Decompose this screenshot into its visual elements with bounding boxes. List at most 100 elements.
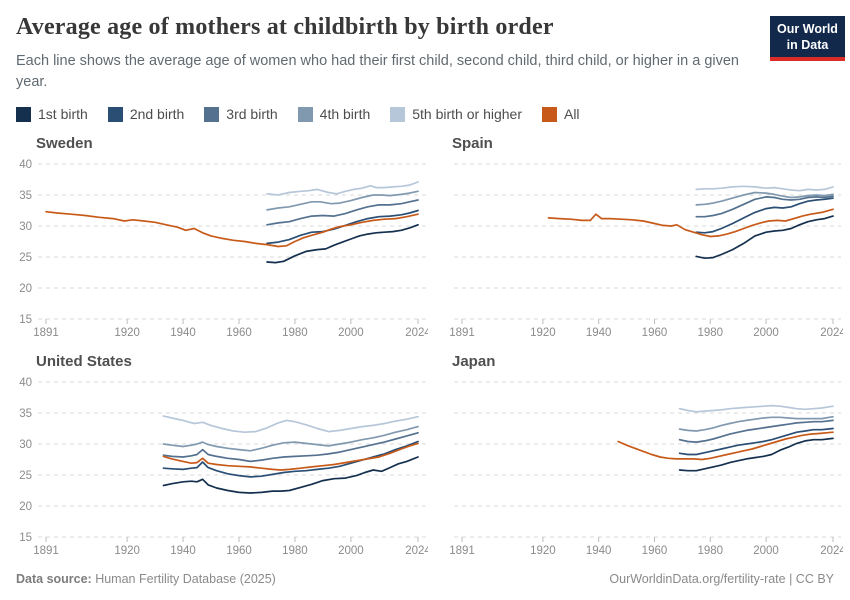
legend-item-3rd-birth[interactable]: 3rd birth bbox=[204, 106, 278, 122]
legend-label: 2nd birth bbox=[129, 106, 185, 123]
line-3rd-birth[interactable] bbox=[678, 419, 834, 444]
x-axis-label: 1920 bbox=[530, 327, 556, 339]
x-axis-label: 2000 bbox=[338, 327, 364, 339]
legend-swatch-all bbox=[541, 106, 557, 122]
y-axis-label: 20 bbox=[19, 501, 32, 513]
legend-label: All bbox=[563, 106, 580, 123]
x-axis-label: 1960 bbox=[642, 327, 668, 339]
line-2nd-birth[interactable] bbox=[678, 427, 834, 456]
footer-license-link[interactable]: OurWorldinData.org/fertility-rate | CC B… bbox=[609, 572, 834, 586]
y-axis-label: 30 bbox=[19, 439, 32, 451]
line-1st-birth[interactable] bbox=[678, 437, 834, 472]
line-all[interactable] bbox=[45, 211, 419, 248]
x-axis-label: 1960 bbox=[226, 545, 252, 557]
x-axis-label: 1940 bbox=[586, 545, 612, 557]
y-axis-label: 30 bbox=[19, 221, 32, 233]
line-4th-birth[interactable] bbox=[266, 190, 419, 211]
chart-united-states: 15 20 25 30 35 40 1891 1920 1940 1960 1980 2000 2024 bbox=[19, 377, 428, 557]
line-5th-birth-or-higher[interactable] bbox=[678, 404, 834, 413]
legend-swatch-4th-birth bbox=[297, 106, 313, 122]
data-source: Data source: Human Fertility Database (2… bbox=[16, 572, 276, 586]
x-axis-label: 2000 bbox=[753, 327, 779, 339]
x-axis-label: 1891 bbox=[33, 545, 59, 557]
y-axis-label: 25 bbox=[19, 252, 32, 264]
legend-swatch-3rd-birth bbox=[204, 106, 220, 122]
line-4th-birth[interactable] bbox=[678, 416, 834, 433]
panel-united-states: United States 15 20 25 30 35 40 1891 1920 1940 19… bbox=[16, 352, 428, 560]
panel-sweden: Sweden 15 20 25 30 35 40 1891 1920 1940 1960 1980 2… bbox=[16, 134, 428, 342]
x-axis-label: 2024 bbox=[820, 545, 843, 557]
y-axis-label: 35 bbox=[19, 190, 32, 202]
legend-item-1st-birth[interactable]: 1st birth bbox=[16, 106, 88, 122]
y-axis-label: 20 bbox=[19, 283, 32, 295]
panel-spain: Spain 1891 1920 1940 1960 1980 2000 2024 bbox=[450, 134, 843, 342]
y-axis-label: 25 bbox=[19, 470, 32, 482]
legend-swatch-5th-birth-or-higher bbox=[390, 106, 406, 122]
x-axis-label: 2024 bbox=[405, 545, 428, 557]
chart-subtitle: Each line shows the average age of women… bbox=[16, 53, 739, 90]
owid-logo-line1: Our World bbox=[777, 22, 838, 36]
line-5th-birth-or-higher[interactable] bbox=[162, 415, 419, 434]
x-axis-label: 2000 bbox=[338, 545, 364, 557]
line-1st-birth[interactable] bbox=[266, 224, 419, 264]
line-3rd-birth[interactable] bbox=[266, 199, 419, 226]
line-all[interactable] bbox=[617, 431, 834, 461]
line-5th-birth-or-higher[interactable] bbox=[266, 181, 419, 197]
x-axis-label: 1960 bbox=[642, 545, 668, 557]
x-axis-label: 1940 bbox=[170, 545, 196, 557]
legend-item-2nd-birth[interactable]: 2nd birth bbox=[107, 106, 185, 123]
y-axis-label: 15 bbox=[19, 314, 32, 326]
chart-spain: 1891 1920 1940 1960 1980 2000 2024 bbox=[450, 163, 843, 339]
legend-item-4th-birth[interactable]: 4th birth bbox=[297, 106, 371, 123]
panel-japan: Japan 1891 1920 1940 1960 1980 2000 2024 bbox=[450, 352, 843, 560]
legend-label: 4th birth bbox=[319, 106, 371, 123]
chart-footer: Data source: Human Fertility Database (2… bbox=[0, 572, 850, 586]
page-title: Average age of mothers at childbirth by … bbox=[16, 14, 554, 40]
x-axis-label: 1891 bbox=[450, 327, 475, 339]
x-axis-label: 1940 bbox=[170, 327, 196, 339]
line-all[interactable] bbox=[547, 208, 834, 238]
x-axis-label: 1920 bbox=[114, 327, 140, 339]
line-3rd-birth[interactable] bbox=[695, 195, 834, 218]
legend-item-all[interactable]: All bbox=[541, 106, 580, 123]
legend: 1st birth 2nd birth 3rd birth 4th birth … bbox=[16, 106, 834, 122]
x-axis-label: 1980 bbox=[282, 545, 308, 557]
line-5th-birth-or-higher[interactable] bbox=[695, 185, 834, 192]
data-source-label: Data source: bbox=[16, 572, 92, 586]
y-axis-label: 15 bbox=[19, 532, 32, 544]
x-axis-label: 2000 bbox=[753, 545, 779, 557]
panel-title-sweden: Sweden bbox=[36, 135, 93, 153]
owid-logo[interactable]: Our World in Data bbox=[770, 16, 845, 62]
y-axis-label: 40 bbox=[19, 377, 32, 389]
x-axis-label: 1891 bbox=[450, 545, 475, 557]
x-axis-label: 2024 bbox=[820, 327, 843, 339]
panel-title-united-states: United States bbox=[36, 353, 132, 371]
legend-item-5th-birth-or-higher[interactable]: 5th birth or higher bbox=[390, 106, 522, 122]
x-axis-label: 1980 bbox=[697, 327, 723, 339]
line-2nd-birth[interactable] bbox=[695, 197, 834, 234]
panel-title-japan: Japan bbox=[452, 353, 496, 371]
line-3rd-birth[interactable] bbox=[162, 432, 419, 463]
line-all[interactable] bbox=[162, 442, 419, 472]
chart-header: Average age of mothers at childbirth by … bbox=[0, 0, 850, 92]
charts-grid: Sweden 15 20 25 30 35 40 1891 1920 1940 1960 1980 2… bbox=[0, 134, 850, 560]
line-1st-birth[interactable] bbox=[695, 215, 834, 260]
x-axis-label: 1980 bbox=[697, 545, 723, 557]
chart-sweden: 15 20 25 30 35 40 1891 1920 1940 1960 1980 2000 2024 bbox=[19, 159, 428, 339]
legend-label: 1st birth bbox=[38, 106, 88, 123]
line-4th-birth[interactable] bbox=[695, 191, 834, 206]
x-axis-label: 1920 bbox=[114, 545, 140, 557]
x-axis-label: 2024 bbox=[405, 327, 428, 339]
line-1st-birth[interactable] bbox=[162, 456, 419, 495]
x-axis-label: 1940 bbox=[586, 327, 612, 339]
x-axis-label: 1960 bbox=[226, 327, 252, 339]
line-4th-birth[interactable] bbox=[162, 425, 419, 452]
legend-swatch-1st-birth bbox=[16, 106, 31, 122]
x-axis-label: 1920 bbox=[530, 545, 556, 557]
legend-swatch-2nd-birth bbox=[107, 106, 123, 122]
y-axis-label: 35 bbox=[19, 408, 32, 420]
owid-logo-line2: in Data bbox=[786, 37, 829, 52]
legend-label: 5th birth or higher bbox=[412, 106, 522, 123]
data-source-text: Human Fertility Database (2025) bbox=[91, 572, 276, 586]
y-axis-label: 40 bbox=[19, 159, 32, 171]
